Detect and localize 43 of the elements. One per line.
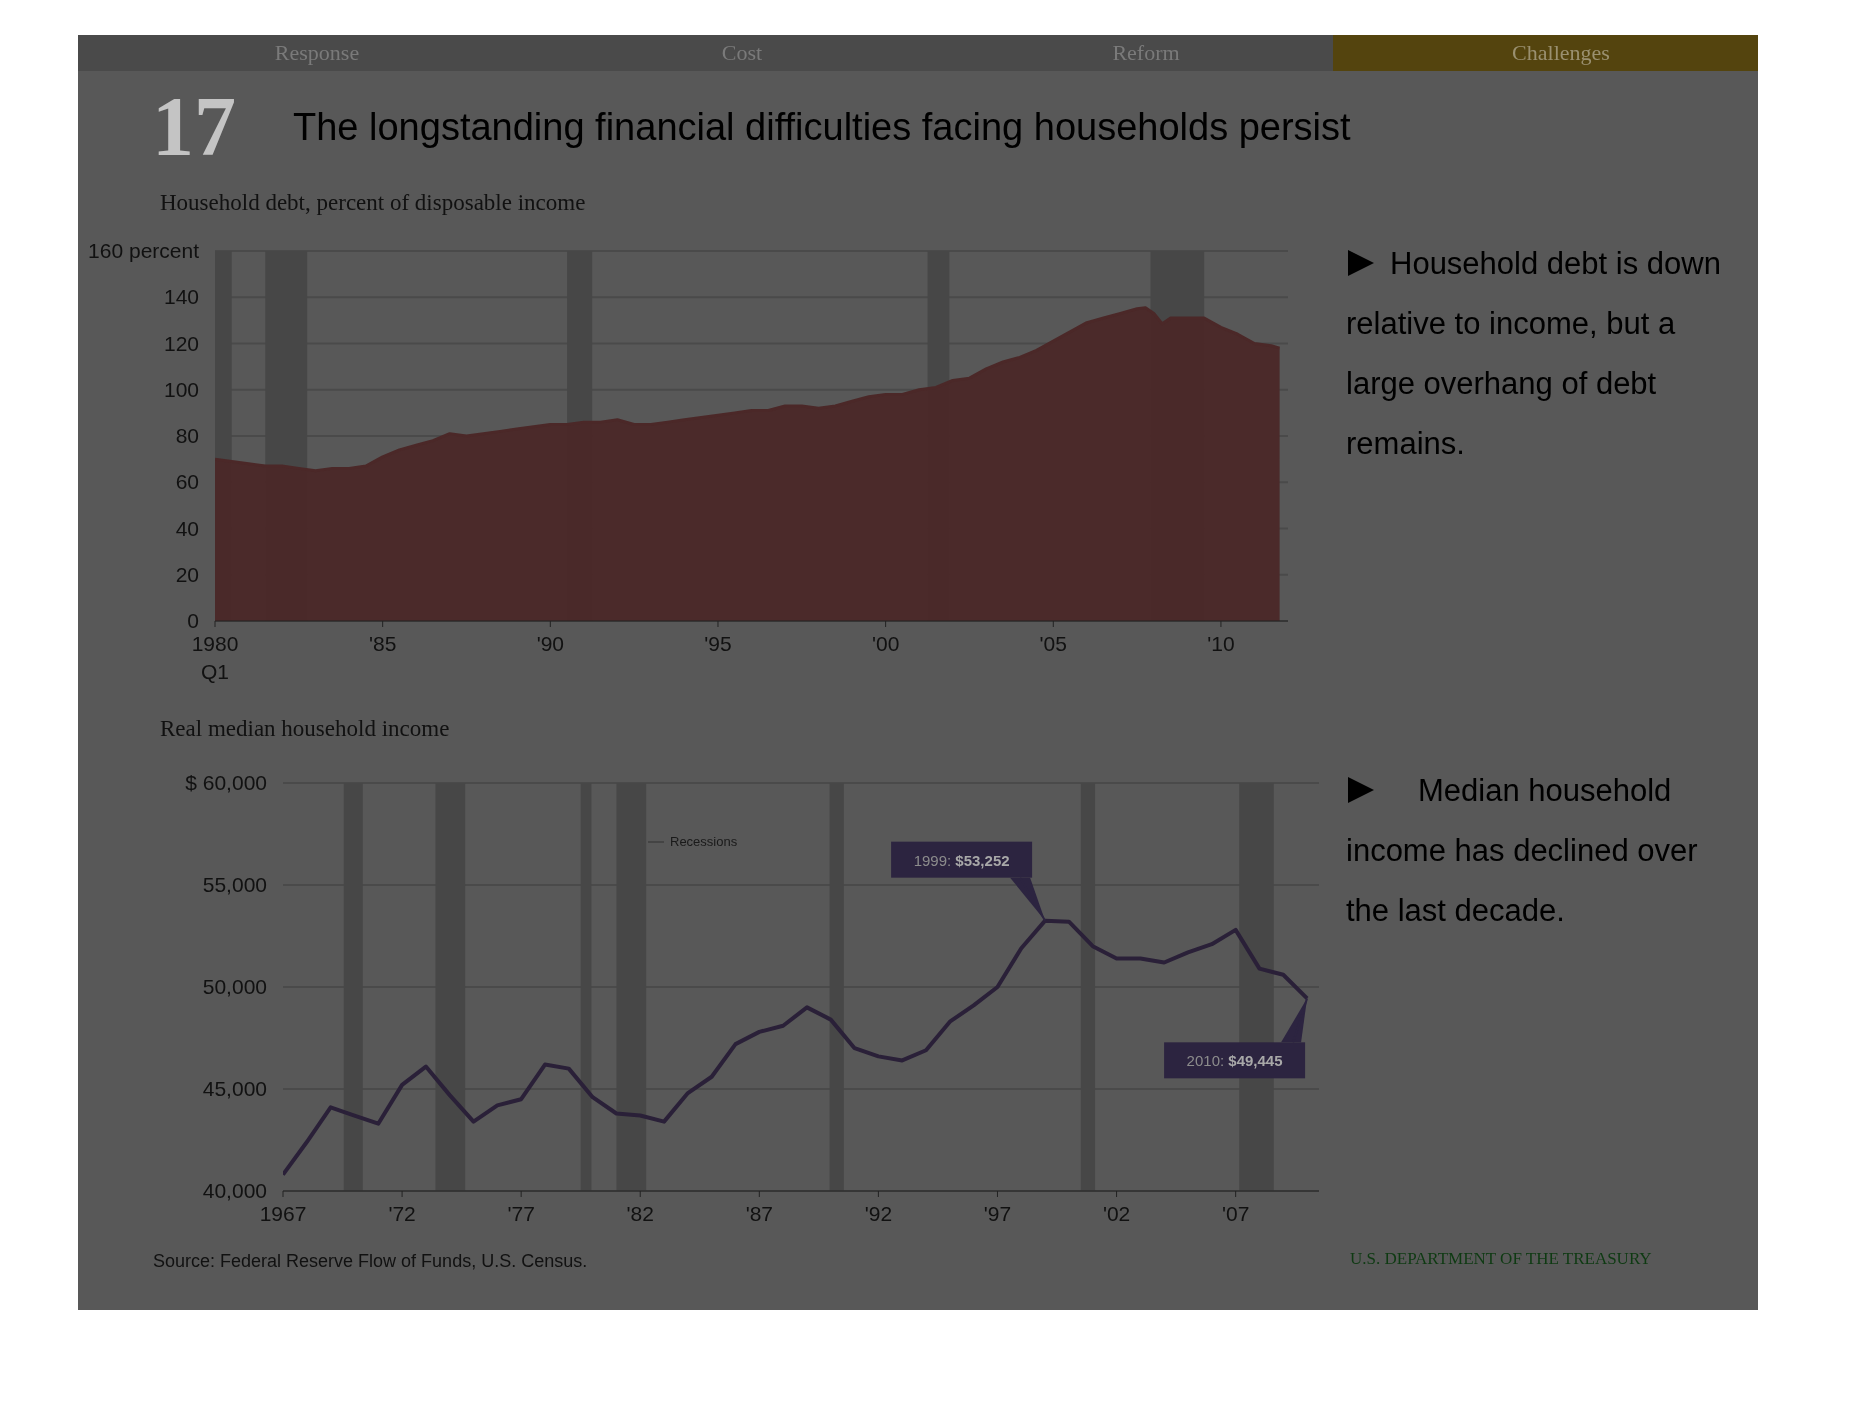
y-tick-label: 100	[163, 377, 199, 401]
y-tick-label: 20	[175, 562, 199, 586]
chart-subtitle: Household debt, percent of disposable income	[160, 190, 586, 216]
y-tick-label: 160 percent	[88, 239, 200, 262]
x-tick-label: '95	[704, 632, 732, 655]
chart-title: Real median household income	[160, 716, 450, 742]
x-tick-label: '07	[1221, 1202, 1250, 1225]
y-tick-label: 120	[163, 331, 199, 355]
annotation: 1999: $53,252	[913, 851, 1010, 869]
x-tick-label: '02	[1102, 1202, 1131, 1225]
x-tick-label: '10	[1207, 632, 1235, 655]
y-tick-label: 140	[163, 285, 199, 309]
annotation: Recessions	[670, 834, 738, 849]
x-tick-label: '77	[507, 1202, 535, 1225]
y-tick-label: 45,000	[202, 1077, 267, 1100]
x-tick-label: '00	[871, 632, 900, 655]
y-tick-label: 80	[175, 424, 199, 447]
x-tick-label: '92	[864, 1202, 893, 1225]
x-tick-label: '72	[388, 1202, 416, 1225]
x-tick-label: '82	[626, 1202, 654, 1225]
chart-title: The longstanding financial difficulties facing households persist	[293, 106, 1351, 149]
x-tick-label: '87	[745, 1202, 774, 1225]
y-tick-label: 60	[175, 470, 199, 494]
x-tick-label: '97	[983, 1202, 1012, 1225]
y-tick-label: 0	[187, 609, 199, 632]
x-tick-label: '90	[536, 632, 564, 655]
source-note: Source: Federal Reserve Flow of Funds, U.S. Census.	[153, 1251, 588, 1272]
text: Median household income has declined over the last decade.	[1346, 772, 1699, 930]
x-tick-label: '05	[1039, 632, 1067, 655]
x-tick-label: 1967	[259, 1202, 307, 1225]
y-tick-label: 50,000	[202, 975, 267, 998]
recessions-key: Recessions	[648, 834, 738, 849]
y-tick-label: 55,000	[202, 873, 267, 896]
text: Challenges	[1511, 40, 1611, 66]
x-tick-label: '85	[368, 632, 397, 655]
text: 17	[152, 79, 236, 175]
y-tick-label: $ 60,000	[185, 771, 267, 794]
text: Household debt is down relative to income, but a large overhang of debt remains.	[1346, 245, 1722, 463]
annotation: 2010: $49,445	[1186, 1052, 1283, 1070]
x-tick-label: 1980 Q1	[191, 632, 239, 683]
y-tick-label: 40,000	[202, 1179, 267, 1202]
text: U.S. DEPARTMENT OF THE TREASURY	[1350, 1249, 1652, 1269]
y-tick-label: 40	[175, 516, 199, 540]
